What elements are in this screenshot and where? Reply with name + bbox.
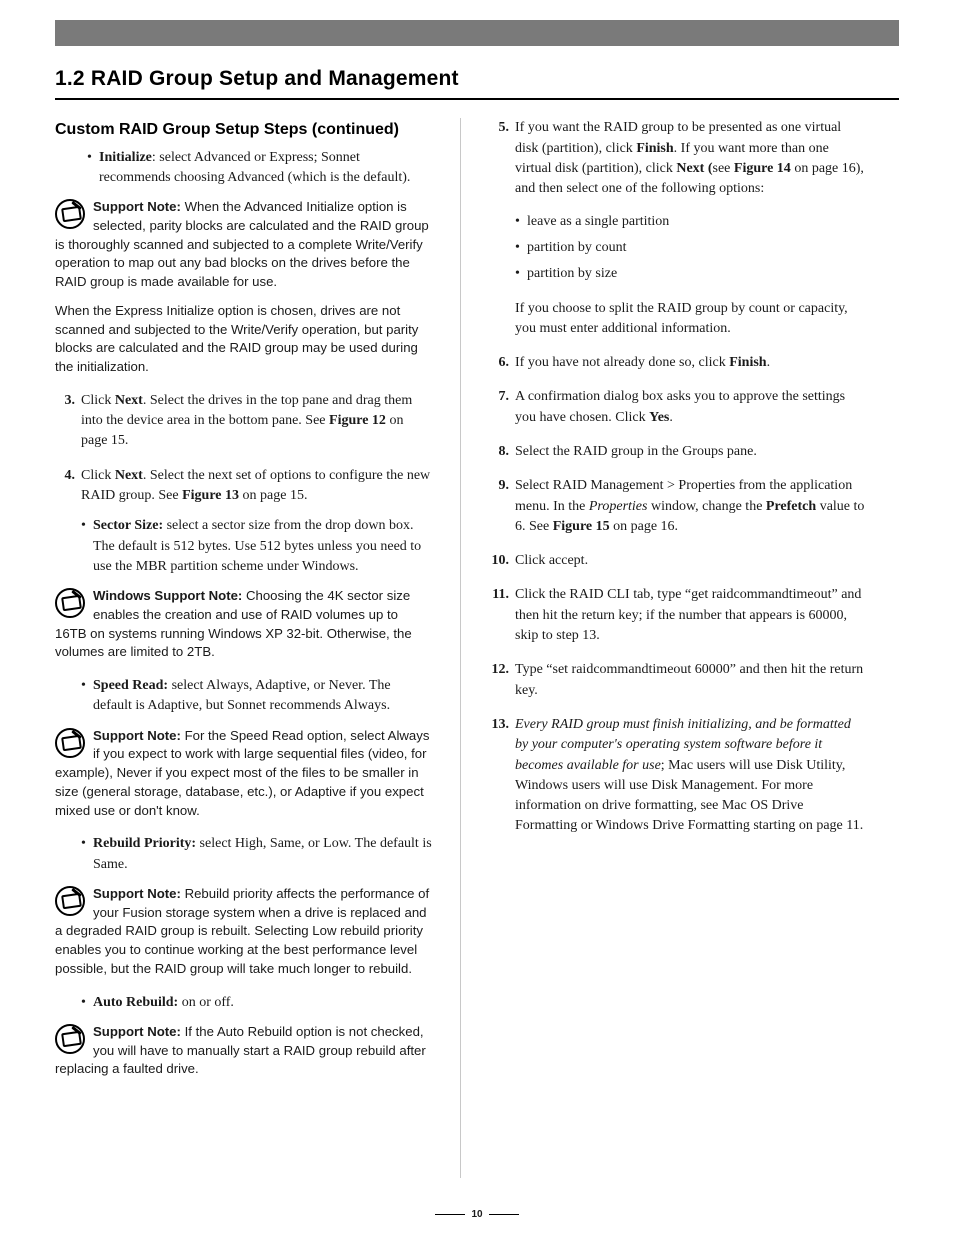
document-page: 1.2 RAID Group Setup and Management Cust… — [0, 0, 954, 1253]
step-12: 12. Type “set raidcommandtimeout 60000” … — [489, 660, 866, 701]
step-4: 4. Click Next. Select the next set of op… — [55, 466, 432, 507]
step-10: 10. Click accept. — [489, 551, 866, 571]
step-5-bullets: •leave as a single partition •partition … — [515, 212, 866, 285]
step-5-after: If you choose to split the RAID group by… — [515, 299, 866, 340]
subsection-title: Custom RAID Group Setup Steps (continued… — [55, 118, 432, 141]
support-note-speedread: Support Note: For the Speed Read option,… — [55, 727, 432, 821]
support-note-rebuild: Support Note: Rebuild priority affects t… — [55, 885, 432, 979]
right-column: 5. If you want the RAID group to be pres… — [461, 118, 866, 1178]
step-3: 3. Click Next. Select the drives in the … — [55, 391, 432, 452]
bullet-sector-size: • Sector Size: select a sector size from… — [81, 516, 432, 577]
support-note-autorebuild: Support Note: If the Auto Rebuild option… — [55, 1023, 432, 1079]
page-number: 10 — [471, 1209, 482, 1220]
section-title: 1.2 RAID Group Setup and Management — [55, 64, 899, 94]
section-rule — [55, 98, 899, 100]
page-footer: 10 — [55, 1208, 899, 1223]
two-column-layout: Custom RAID Group Setup Steps (continued… — [55, 118, 899, 1178]
note-icon — [55, 886, 85, 916]
left-column: Custom RAID Group Setup Steps (continued… — [55, 118, 460, 1178]
bullet-rebuild-priority: • Rebuild Priority: select High, Same, o… — [81, 834, 432, 875]
step-5: 5. If you want the RAID group to be pres… — [489, 118, 866, 199]
note-icon — [55, 199, 85, 229]
header-bar — [55, 20, 899, 46]
note-icon — [55, 588, 85, 618]
note-icon — [55, 1024, 85, 1054]
step-7: 7. A confirmation dialog box asks you to… — [489, 387, 866, 428]
bullet-initialize: • Initialize: select Advanced or Express… — [87, 148, 432, 189]
step-11: 11. Click the RAID CLI tab, type “get ra… — [489, 585, 866, 646]
step-8: 8. Select the RAID group in the Groups p… — [489, 442, 866, 462]
windows-support-note: Windows Support Note: Choosing the 4K se… — [55, 587, 432, 662]
support-note-1: Support Note: When the Advanced Initiali… — [55, 198, 432, 377]
note-icon — [55, 728, 85, 758]
step-6: 6. If you have not already done so, clic… — [489, 353, 866, 373]
bullet-speed-read: • Speed Read: select Always, Adaptive, o… — [81, 676, 432, 717]
bullet-auto-rebuild: • Auto Rebuild: on or off. — [81, 993, 432, 1013]
step-9: 9. Select RAID Management > Properties f… — [489, 476, 866, 537]
step-13: 13. Every RAID group must finish initial… — [489, 715, 866, 837]
